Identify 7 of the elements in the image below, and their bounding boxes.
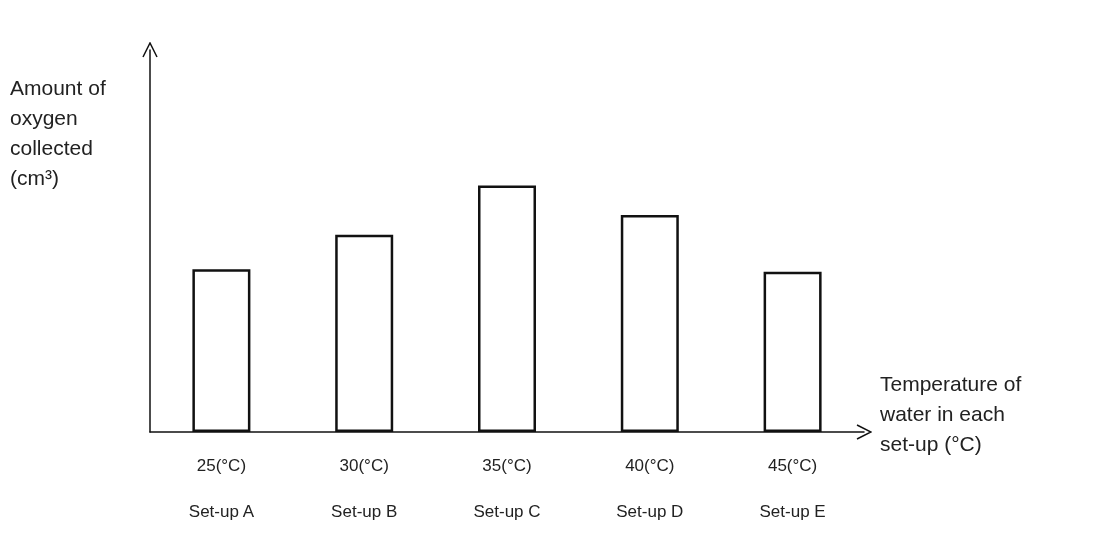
- y-axis-title: Amount of oxygen collected (cm³): [10, 75, 112, 189]
- category-label: 35(°C) Set-up C: [473, 455, 541, 521]
- x-axis-title: Temperature of water in each set-up (°C): [879, 371, 1028, 455]
- category-label: 25(°C) Set-up A: [188, 455, 255, 521]
- category-label: 45(°C) Set-up E: [759, 455, 826, 521]
- category-label: 30(°C) Set-up B: [331, 455, 398, 521]
- category-label: 40(°C) Set-up D: [616, 455, 684, 521]
